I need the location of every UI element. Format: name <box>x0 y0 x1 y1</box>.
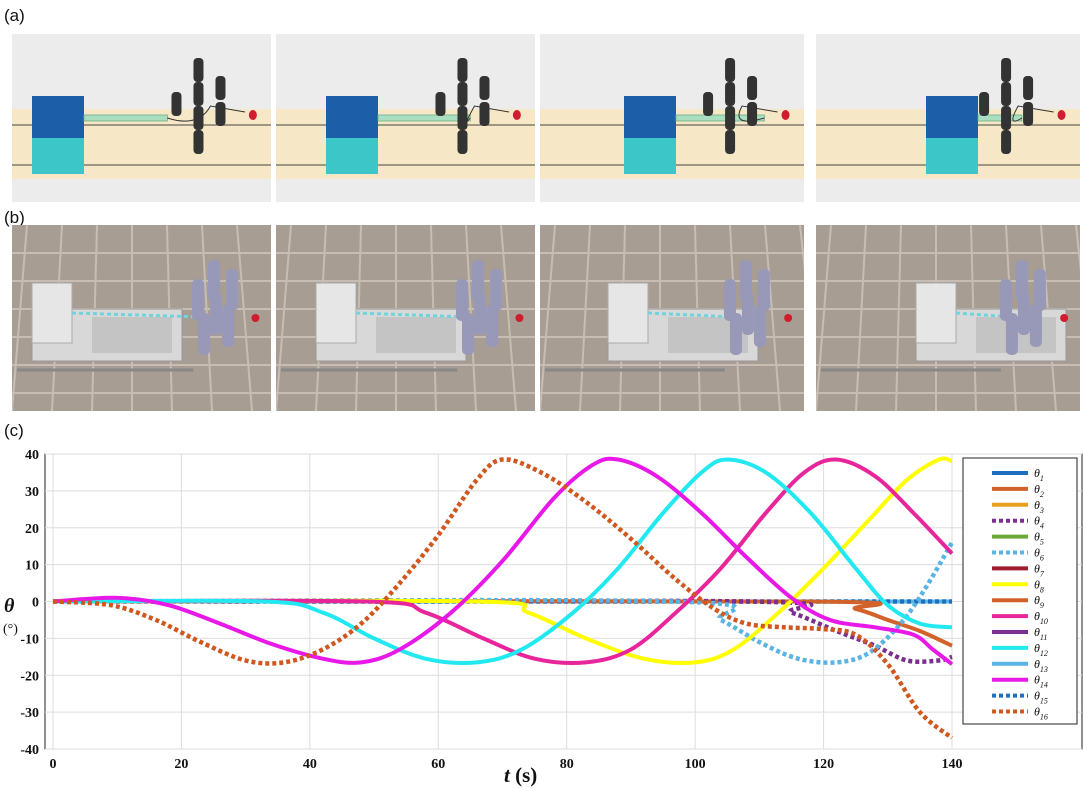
perspective-scene <box>540 225 804 411</box>
x-tick-label: 40 <box>303 757 317 772</box>
series-line-θ16 <box>52 457 954 740</box>
legend-label: θ1 <box>1034 466 1044 483</box>
legend-label: θ8 <box>1034 577 1044 594</box>
y-axis-unit: (°) <box>3 622 18 637</box>
legend-label: θ10 <box>1034 609 1048 626</box>
y-tick-label: 0 <box>32 596 39 611</box>
legend-label: θ16 <box>1034 705 1048 722</box>
top-view-scene <box>816 58 1080 179</box>
series-line-θ8 <box>52 456 953 665</box>
top-view-frame <box>816 34 1080 202</box>
panel-label-a: (a) <box>4 6 25 25</box>
y-tick-label: 40 <box>25 448 39 463</box>
x-tick-label: 140 <box>942 757 963 772</box>
legend-label: θ2 <box>1034 482 1044 499</box>
y-tick-label: 20 <box>25 522 39 537</box>
perspective-scene <box>816 225 1080 411</box>
x-tick-label: 100 <box>685 757 706 772</box>
y-tick-label: -30 <box>20 706 39 721</box>
top-view-scene <box>540 58 804 179</box>
panel-label-c: (c) <box>4 421 24 440</box>
series-line-θ10 <box>52 457 954 665</box>
x-tick-label: 20 <box>174 757 188 772</box>
series-line-θ4 <box>52 598 953 664</box>
x-tick-label: 60 <box>431 757 445 772</box>
y-axis-label: θ <box>4 595 15 617</box>
x-tick-labels: 0 20 40 60 80 100 120 140 <box>50 757 963 772</box>
perspective-scene <box>276 225 535 411</box>
y-tick-label: -10 <box>20 632 39 647</box>
legend-label: θ3 <box>1034 498 1044 515</box>
x-tick-label: 0 <box>50 757 57 772</box>
legend-label: θ9 <box>1034 593 1044 610</box>
top-view-scene <box>12 58 271 179</box>
legend-label: θ11 <box>1034 625 1047 642</box>
x-tick-label: 80 <box>560 757 574 772</box>
perspective-scene <box>12 225 271 411</box>
y-tick-label: -20 <box>20 669 39 684</box>
y-tick-label: 10 <box>25 559 39 574</box>
legend-box <box>962 457 1078 725</box>
series-lines <box>52 456 954 740</box>
y-tick-labels: 40 30 20 10 0 -10 -20 -30 -40 <box>20 448 39 758</box>
top-view-frame <box>540 34 804 202</box>
perspective-frame <box>12 225 271 411</box>
perspective-frame <box>816 225 1080 411</box>
legend-label: θ4 <box>1034 514 1044 531</box>
legend-label: θ13 <box>1034 657 1048 674</box>
legend-label: θ15 <box>1034 689 1048 706</box>
legend-label: θ6 <box>1034 546 1044 563</box>
legend-label: θ14 <box>1034 673 1048 690</box>
y-tick-label: -40 <box>20 743 39 758</box>
panel-label-b: (b) <box>4 208 25 227</box>
series-line-θ6 <box>52 541 954 665</box>
perspective-frame <box>540 225 804 411</box>
legend-label: θ5 <box>1034 530 1044 547</box>
perspective-frame <box>276 225 535 411</box>
y-tick-label: 30 <box>25 485 39 500</box>
series-line-θ12 <box>52 457 953 665</box>
top-view-frame <box>12 34 271 202</box>
top-view-scene <box>276 58 535 179</box>
x-axis-label: t (s) <box>504 763 537 787</box>
top-view-frame <box>276 34 535 202</box>
legend-label: θ7 <box>1034 561 1045 578</box>
x-tick-label: 120 <box>813 757 834 772</box>
legend-label: θ12 <box>1034 641 1048 658</box>
